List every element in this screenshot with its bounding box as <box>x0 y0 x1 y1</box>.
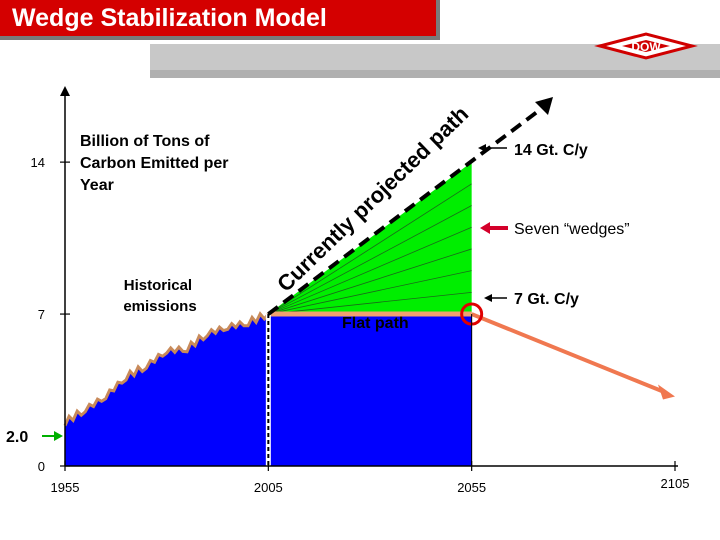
historical-emissions-label: Historical emissions <box>123 277 196 315</box>
decline-arrowhead <box>658 384 675 400</box>
flat-path-label: Flat path <box>342 315 409 332</box>
upper-value-label: 14 Gt. C/y <box>514 142 588 159</box>
wedge-divider <box>268 291 472 315</box>
start-value-arrow <box>42 431 63 441</box>
y-tick-label: 7 <box>38 307 45 322</box>
x-tick-label: 2055 <box>457 480 486 495</box>
title-bar: Wedge Stabilization Model <box>0 0 440 40</box>
decline-line <box>470 312 664 394</box>
wedges-label: Seven “wedges” <box>514 221 630 238</box>
wedge-divider <box>268 183 472 315</box>
y-axis-label-line-1: Billion of Tons of <box>80 133 210 150</box>
x-tick-label: 1955 <box>51 480 80 495</box>
dow-logo: DOW <box>594 32 698 60</box>
x-tick-label: 2005 <box>254 480 283 495</box>
wedge-divider <box>268 226 472 315</box>
slide-title: Wedge Stabilization Model <box>12 4 327 32</box>
historical-area <box>65 313 269 466</box>
wedge-divider <box>268 270 472 315</box>
x-tick-label: 2105 <box>661 476 690 491</box>
y-axis-label: Billion of Tons of Carbon Emitted per Ye… <box>80 133 233 194</box>
y-axis-arrow <box>60 86 70 96</box>
y-tick-label: 0 <box>38 459 45 474</box>
historical-emissions-label-line-1: Historical <box>124 277 192 294</box>
logo-text: DOW <box>631 40 661 54</box>
wedge-divider <box>268 248 472 315</box>
header-band-shadow <box>150 70 720 78</box>
y-tick-label: 14 <box>31 155 45 170</box>
wedge-divider <box>268 205 472 315</box>
lower-value-label: 7 Gt. C/y <box>514 291 579 308</box>
y-axis-label-line-3: Year <box>80 177 114 194</box>
historical-emissions-label-line-2: emissions <box>123 298 196 315</box>
projected-path-arrowhead <box>535 97 553 115</box>
flat-path-area <box>268 314 472 466</box>
y-axis-label-line-2: Carbon Emitted per <box>80 155 228 172</box>
historical-line <box>63 311 270 427</box>
wedges-arrow <box>480 222 508 234</box>
start-value-label: 2.0 <box>6 429 28 446</box>
